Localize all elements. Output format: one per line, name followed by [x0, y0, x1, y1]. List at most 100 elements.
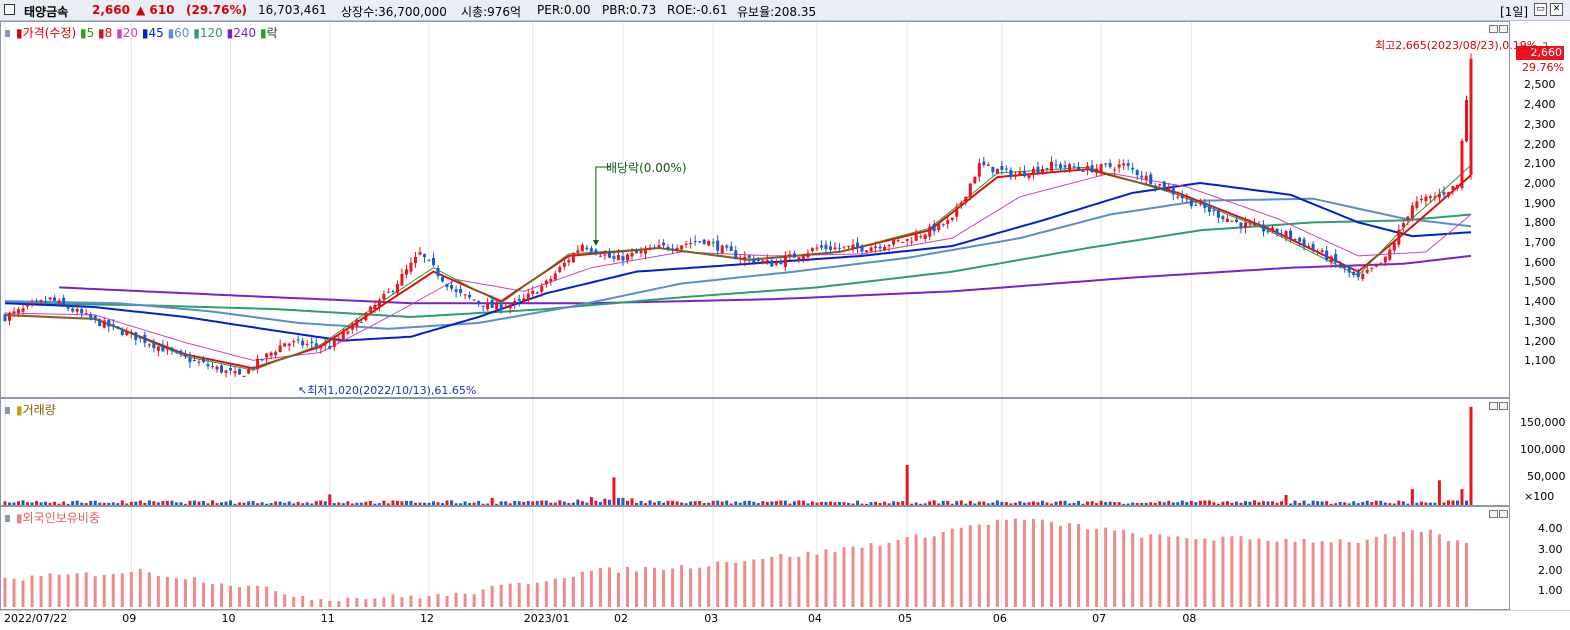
candle-body [1176, 196, 1180, 198]
volume-bar [576, 499, 580, 505]
volume-bar [747, 500, 751, 505]
candle-body [1374, 263, 1378, 267]
volume-bar [341, 503, 345, 505]
volume-bar [188, 500, 192, 505]
pane-minimize-icon[interactable] [1489, 402, 1498, 410]
period-selector[interactable]: [1일] [1500, 5, 1529, 19]
volume-bar [770, 501, 774, 505]
volume-bar [977, 501, 981, 505]
volume-bar [134, 501, 138, 505]
volume-bar [224, 501, 228, 505]
volume-bar [463, 501, 467, 505]
candle-body [1140, 175, 1144, 178]
candle-body [1271, 227, 1275, 231]
candle-body [1198, 202, 1202, 204]
volume-bar [197, 501, 201, 505]
volume-bar [639, 500, 643, 505]
volume-bar [675, 501, 679, 505]
candle-body [1104, 163, 1108, 165]
pane-handle-icon[interactable] [5, 515, 10, 522]
volume-pane[interactable]: ▮거래량 [0, 398, 1510, 506]
volume-bar [346, 501, 350, 505]
close-icon[interactable]: ✕ [1550, 3, 1563, 16]
foreign-bar [84, 572, 88, 607]
foreign-bar [1031, 518, 1035, 607]
candle-body [147, 344, 151, 346]
volume-bar [1338, 502, 1342, 505]
foreign-bar [1329, 542, 1333, 607]
volume-bar [1320, 501, 1324, 505]
candle-body [1009, 169, 1013, 178]
foreign-bar [1022, 519, 1026, 607]
candle-body [711, 242, 715, 244]
pane-handle-icon[interactable] [5, 30, 10, 37]
foreign-bar [120, 573, 124, 607]
date-label: 05 [898, 612, 913, 625]
foreign-pane[interactable]: ▮외국인보유비중 [0, 506, 1510, 610]
volume-bar [1464, 500, 1468, 505]
candle-body [1415, 201, 1419, 208]
pane-maximize-icon[interactable] [1499, 402, 1508, 410]
foreign-bar [851, 546, 855, 607]
candle-body [986, 164, 990, 166]
candle-body [1388, 249, 1392, 260]
candle-body [680, 245, 684, 250]
foreign-bar [490, 585, 494, 607]
volume-bar [1383, 502, 1387, 505]
volume-bar [418, 502, 422, 505]
foreign-bar [544, 581, 548, 607]
volume-bar [238, 502, 242, 505]
volume-bar [594, 500, 598, 505]
volume-bar [1437, 480, 1441, 505]
volume-bar [1004, 501, 1008, 505]
volume-bar [616, 498, 620, 505]
pane-maximize-icon[interactable] [1499, 25, 1508, 33]
price-pane[interactable]: ▮가격(수정) ▮5 ▮8 ▮20 ▮45 ▮60 ▮120 ▮240 ▮락 [0, 21, 1510, 398]
foreign-bar [1419, 531, 1423, 607]
volume-bar [1077, 500, 1081, 505]
per-value: PER:0.00 [537, 3, 591, 17]
volume-bar [296, 501, 300, 505]
volume-bar [441, 503, 445, 505]
date-label: 12 [420, 612, 434, 625]
candle-body [242, 376, 246, 378]
volume-unit: ×100 [1524, 490, 1555, 503]
trade-volume: 16,703,461 [258, 3, 327, 17]
select-checkbox[interactable] [4, 4, 15, 15]
volume-bar [1063, 500, 1067, 505]
volume-bar [1059, 500, 1063, 505]
volume-bar [35, 501, 39, 505]
foreign-bar [1140, 537, 1144, 607]
foreign-bar [1383, 534, 1387, 607]
candle-body [720, 245, 724, 254]
price-tick: 1,300 [1524, 314, 1556, 328]
volume-bar [720, 501, 724, 505]
candle-body [1460, 140, 1464, 188]
pane-handle-icon[interactable] [5, 407, 10, 414]
candle-body [1059, 164, 1063, 169]
candle-body [1054, 164, 1058, 166]
pane-maximize-icon[interactable] [1499, 510, 1508, 518]
pane-minimize-icon[interactable] [1489, 510, 1498, 518]
candle-body [1347, 265, 1351, 273]
volume-bar [1334, 503, 1338, 505]
volume-bar [1013, 502, 1017, 505]
pane-minimize-icon[interactable] [1489, 25, 1498, 33]
volume-bar [170, 500, 174, 505]
foreign-tick: 1.00 [1538, 584, 1563, 597]
volume-bar [1347, 503, 1351, 505]
stock-name: 태양금속 [24, 5, 69, 19]
volume-bar [26, 502, 30, 505]
volume-bar [535, 500, 539, 505]
candle-body [477, 301, 481, 304]
candle-body [734, 250, 738, 259]
volume-bar [111, 502, 115, 505]
foreign-bar [319, 599, 323, 607]
candle-body [1040, 168, 1044, 175]
maximize-icon[interactable]: ▭ [1534, 3, 1547, 16]
volume-bar [152, 501, 156, 505]
foreign-bar [183, 579, 187, 607]
candle-body [914, 234, 918, 241]
volume-bar [1171, 502, 1175, 505]
volume-bar [436, 502, 440, 505]
